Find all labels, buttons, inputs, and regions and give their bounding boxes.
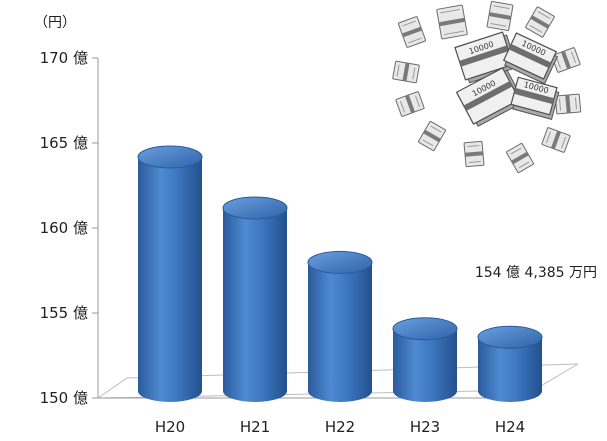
bar-H23 bbox=[392, 317, 458, 402]
bar-body bbox=[308, 262, 372, 402]
x-tick-label: H21 bbox=[240, 418, 270, 436]
money-bundle-icon bbox=[436, 4, 468, 40]
bar-top bbox=[392, 317, 458, 341]
y-unit-label: （円） bbox=[34, 15, 76, 31]
money-stack-icon: 10000 bbox=[454, 31, 518, 84]
bar-top bbox=[477, 325, 543, 349]
money-bundle-icon bbox=[463, 140, 485, 168]
bar-body bbox=[223, 208, 287, 402]
y-tick-label: 155 億 bbox=[40, 304, 88, 322]
bar-body bbox=[393, 328, 457, 402]
money-bundle-icon bbox=[541, 127, 571, 153]
money-bundle-icon bbox=[486, 0, 514, 32]
money-bundle-icon bbox=[506, 142, 534, 174]
y-tick-label: 165 億 bbox=[40, 134, 88, 152]
bar-body bbox=[138, 157, 202, 402]
bar-top bbox=[307, 250, 373, 274]
bar-H21 bbox=[222, 196, 288, 402]
bar-H20 bbox=[137, 145, 203, 402]
money-bundle-icon bbox=[551, 47, 581, 73]
x-tick-label: H24 bbox=[495, 418, 525, 436]
x-tick-label: H20 bbox=[155, 418, 185, 436]
bar-H22 bbox=[307, 250, 373, 402]
x-tick-label: H22 bbox=[325, 418, 355, 436]
bar-top bbox=[137, 145, 203, 169]
bar-body bbox=[478, 337, 542, 402]
bar-H24 bbox=[477, 325, 543, 402]
y-tick-label: 160 億 bbox=[40, 219, 88, 237]
bar-top bbox=[222, 196, 288, 220]
money-bundle-icon bbox=[392, 60, 420, 84]
money-bundle-icon bbox=[554, 93, 582, 115]
money-stack-icon: 10000 bbox=[455, 67, 525, 127]
money-bundle-icon bbox=[418, 120, 446, 152]
annotation-label: 154 億 4,385 万円 bbox=[475, 265, 597, 281]
y-tick-label: 150 億 bbox=[40, 389, 88, 407]
money-bundle-icon bbox=[395, 91, 425, 117]
money-stack-icon: 10000 bbox=[510, 76, 560, 120]
money-bundle-icon bbox=[397, 16, 427, 48]
x-tick-label: H23 bbox=[410, 418, 440, 436]
money-bundle-icon bbox=[525, 6, 555, 38]
money-stack-icon: 10000 bbox=[502, 32, 558, 85]
y-tick-label: 170 億 bbox=[40, 49, 88, 67]
